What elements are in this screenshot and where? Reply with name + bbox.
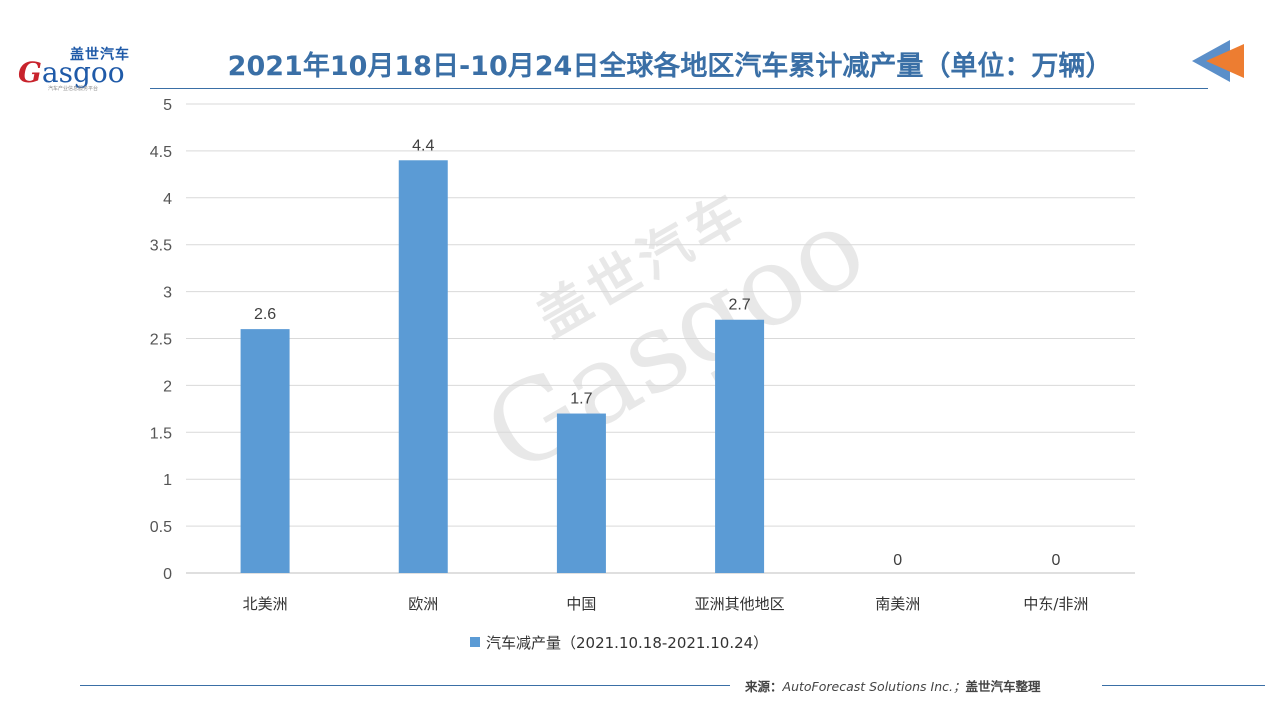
- source-org: 盖世汽车整理: [965, 679, 1041, 694]
- logo-english-text: Gasgoo: [18, 56, 125, 89]
- y-tick-label: 1: [163, 472, 172, 489]
- x-tick-label: 欧洲: [408, 595, 438, 613]
- data-label: 2.6: [254, 306, 276, 323]
- y-tick-label: 2.5: [150, 332, 172, 349]
- bar: [556, 413, 606, 573]
- x-tick-label: 中国: [566, 595, 596, 613]
- data-label: 2.7: [728, 297, 750, 314]
- x-tick-label: 亚洲其他地区: [695, 595, 785, 613]
- y-tick-label: 3: [163, 285, 172, 302]
- y-tick-label: 5: [163, 97, 172, 114]
- logo-chinese-text: 盖世汽车: [70, 47, 130, 63]
- bar: [715, 319, 765, 573]
- y-tick-label: 2: [163, 378, 172, 395]
- x-axis-ticks: 北美洲 欧洲 中国 亚洲其他地区 南美洲 中东/非洲: [243, 595, 1089, 613]
- data-label: 1.7: [570, 391, 592, 408]
- y-tick-label: 0.5: [150, 519, 172, 536]
- gasgoo-logo: 盖世汽车 Gasgoo 汽车产业信息服务平台: [18, 40, 138, 94]
- logo-rest: asgoo: [41, 56, 125, 89]
- logo-initial: G: [18, 56, 42, 89]
- y-tick-label: 0: [163, 566, 172, 583]
- title-underline: [150, 88, 1208, 89]
- y-axis-ticks: 0 0.5 1 1.5 2 2.5 3 3.5 4 4.5 5: [150, 97, 172, 583]
- y-tick-label: 3.5: [150, 238, 172, 255]
- bar: [240, 329, 290, 573]
- logo-tagline: 汽车产业信息服务平台: [48, 86, 99, 92]
- source-note: 来源：AutoForecast Solutions Inc.；盖世汽车整理: [745, 676, 1041, 695]
- bar: [398, 160, 448, 573]
- y-tick-label: 4: [163, 191, 172, 208]
- gridlines: [186, 103, 1135, 574]
- source-label: 来源：: [745, 679, 783, 694]
- x-tick-label: 北美洲: [243, 595, 288, 613]
- legend-label: 汽车减产量（2021.10.18-2021.10.24）: [486, 633, 769, 652]
- y-tick-label: 4.5: [150, 144, 172, 161]
- y-tick-label: 1.5: [150, 425, 172, 442]
- arrow-decoration-icon: [1192, 40, 1244, 82]
- data-label: 0: [1051, 552, 1060, 569]
- data-label: 0: [893, 552, 902, 569]
- footer-rule-right: [1102, 685, 1265, 686]
- data-labels: 2.6 4.4 1.7 2.7 0 0: [254, 137, 1061, 569]
- footer-rule-left: [80, 685, 730, 686]
- page-title: 2021年10月18日-10月24日全球各地区汽车累计减产量（单位：万辆）: [227, 51, 1113, 82]
- legend-swatch: [470, 637, 480, 647]
- source-text: AutoForecast Solutions Inc.；: [782, 679, 966, 694]
- data-label: 4.4: [412, 137, 434, 154]
- x-tick-label: 南美洲: [875, 595, 920, 613]
- bars: [240, 160, 765, 573]
- x-tick-label: 中东/非洲: [1023, 595, 1088, 613]
- chart-legend: 汽车减产量（2021.10.18-2021.10.24）: [470, 630, 768, 654]
